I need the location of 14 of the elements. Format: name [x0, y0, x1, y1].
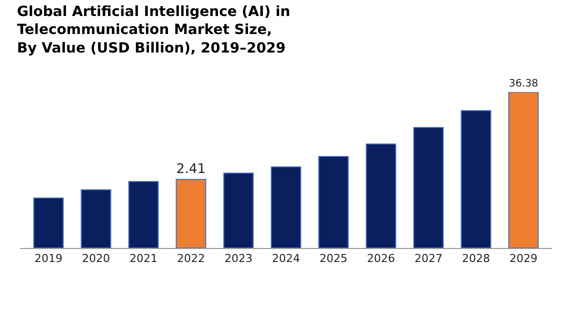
x-tick-label: 2022: [177, 252, 205, 266]
data-label: 36.38: [508, 77, 538, 90]
data-label: 2.41: [176, 162, 206, 178]
x-tick-label: 2029: [510, 252, 538, 266]
x-tick-label: 2028: [462, 252, 490, 266]
x-tick-label: 2021: [130, 252, 158, 266]
x-tick-label: 2020: [82, 252, 110, 266]
x-tick-label: 2024: [272, 252, 300, 266]
x-tick-label: 2019: [34, 252, 62, 266]
x-tick-label: 2027: [414, 252, 442, 266]
x-tick-label: 2023: [224, 252, 252, 266]
x-tick-label: 2025: [320, 252, 348, 266]
chart-title: Global Artificial Intelligence (AI) in Telecommunication Market Size, By Value (USD Billion), 2019–2029: [17, 4, 290, 56]
x-tick-label: 2026: [367, 252, 395, 266]
